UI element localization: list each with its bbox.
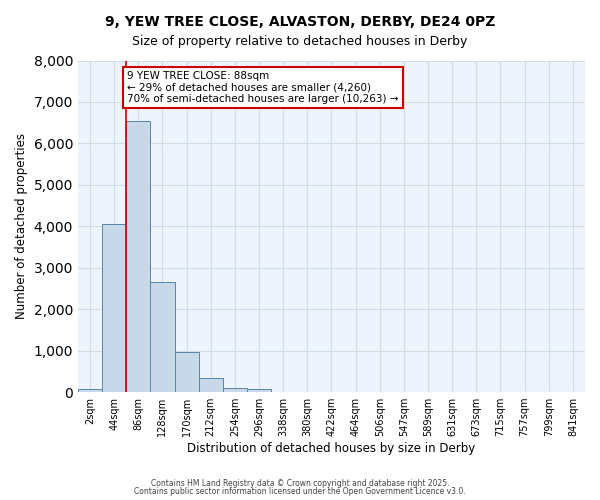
Bar <box>223 388 247 392</box>
Bar <box>102 224 126 392</box>
Bar <box>175 352 199 392</box>
Y-axis label: Number of detached properties: Number of detached properties <box>15 134 28 320</box>
Text: 9 YEW TREE CLOSE: 88sqm
← 29% of detached houses are smaller (4,260)
70% of semi: 9 YEW TREE CLOSE: 88sqm ← 29% of detache… <box>127 71 399 104</box>
Bar <box>126 120 151 392</box>
Bar <box>199 378 223 392</box>
Text: 9, YEW TREE CLOSE, ALVASTON, DERBY, DE24 0PZ: 9, YEW TREE CLOSE, ALVASTON, DERBY, DE24… <box>105 15 495 29</box>
Text: Contains public sector information licensed under the Open Government Licence v3: Contains public sector information licen… <box>134 487 466 496</box>
X-axis label: Distribution of detached houses by size in Derby: Distribution of detached houses by size … <box>187 442 476 455</box>
Bar <box>247 389 271 392</box>
Text: Contains HM Land Registry data © Crown copyright and database right 2025.: Contains HM Land Registry data © Crown c… <box>151 478 449 488</box>
Bar <box>78 389 102 392</box>
Bar <box>151 282 175 392</box>
Text: Size of property relative to detached houses in Derby: Size of property relative to detached ho… <box>133 35 467 48</box>
